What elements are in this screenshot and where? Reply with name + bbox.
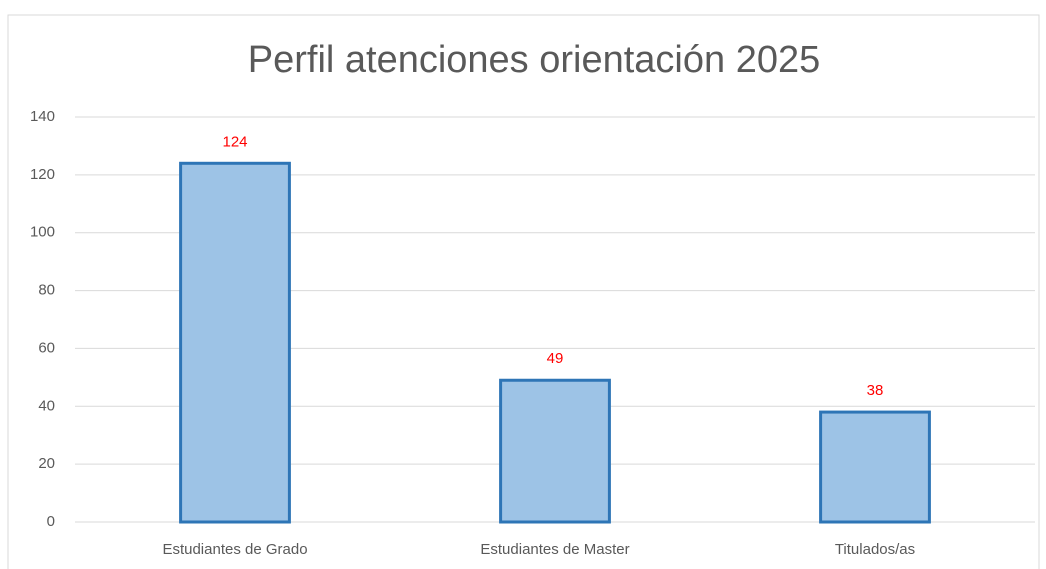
x-tick-label: Titulados/as (835, 541, 915, 558)
chart-title: Perfil atenciones orientación 2025 (248, 39, 821, 81)
y-tick-label: 100 (30, 224, 55, 241)
data-label: 49 (547, 350, 564, 367)
y-tick-label: 120 (30, 166, 55, 183)
y-tick-label: 140 (30, 108, 55, 125)
y-tick-label: 20 (38, 455, 55, 472)
data-label: 124 (222, 133, 247, 150)
bar (499, 378, 611, 524)
y-tick-label: 0 (47, 513, 55, 530)
y-tick-label: 40 (38, 397, 55, 414)
data-label: 38 (867, 382, 884, 399)
bar (179, 161, 291, 524)
bar (819, 410, 931, 524)
y-tick-label: 80 (38, 282, 55, 299)
y-tick-label: 60 (38, 339, 55, 356)
x-tick-label: Estudiantes de Grado (162, 541, 307, 558)
x-tick-label: Estudiantes de Master (480, 541, 629, 558)
